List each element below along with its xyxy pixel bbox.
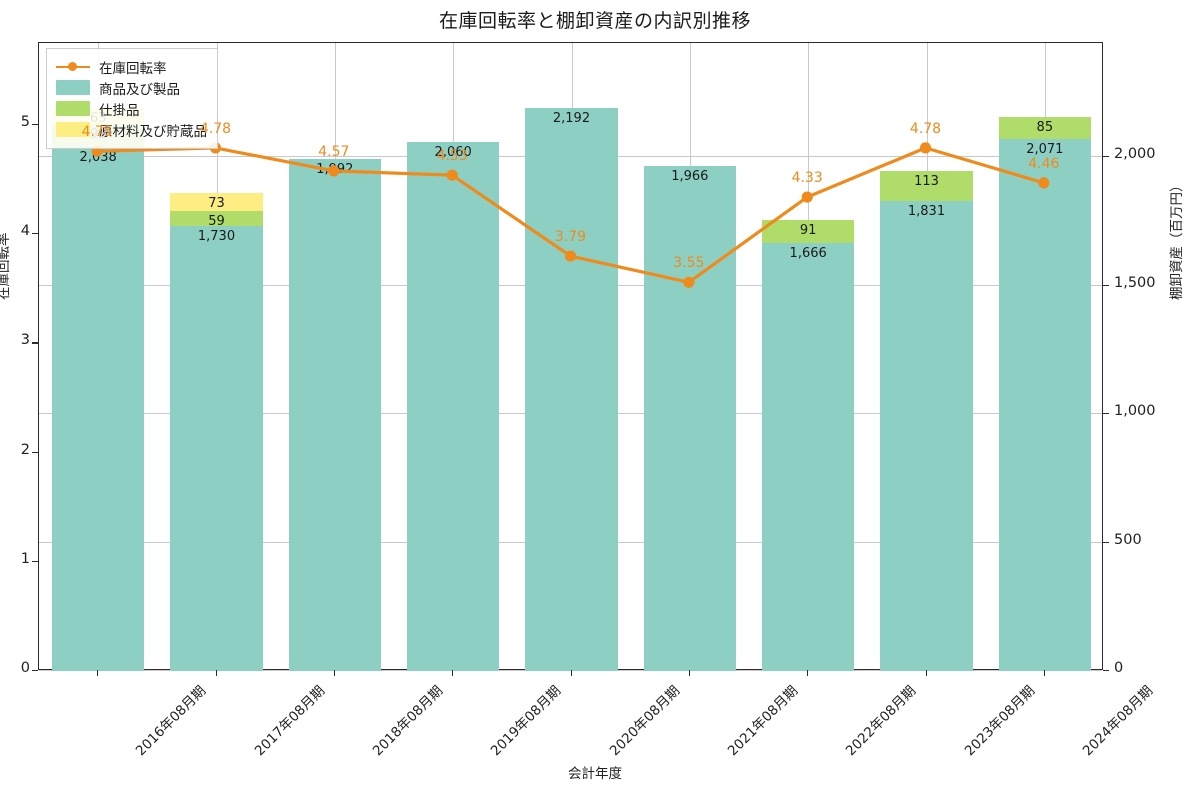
x-axis-tick-mark xyxy=(807,670,809,676)
x-axis-tick-mark xyxy=(570,670,572,676)
line-value-label: 4.75 xyxy=(81,124,113,141)
y-axis-right-tick-label: 500 xyxy=(1114,531,1142,548)
bar-segment xyxy=(643,165,736,671)
legend-item-label: 在庫回転率 xyxy=(99,60,167,77)
y-axis-right-tick-mark xyxy=(1103,413,1109,415)
x-axis-label: 会計年度 xyxy=(568,766,622,782)
line-value-label: 3.55 xyxy=(673,255,705,272)
x-axis-tick-mark xyxy=(688,670,691,676)
bar-value-label: 113 xyxy=(914,174,939,190)
x-axis-tick-mark xyxy=(97,670,99,676)
line-value-label: 4.78 xyxy=(199,120,232,137)
x-axis-category-label: 2019年08月期 xyxy=(487,682,565,760)
y-axis-right-tick-mark xyxy=(1103,156,1109,158)
x-axis-tick-mark xyxy=(215,670,217,676)
y-axis-left-tick-mark xyxy=(32,342,38,344)
x-axis-category-label: 2018年08月期 xyxy=(369,682,447,760)
y-axis-left-label: 在庫回転率 xyxy=(0,232,12,301)
bar-value-label: 73 xyxy=(208,195,225,211)
x-axis-category-label: 2024年08月期 xyxy=(1079,682,1157,760)
bar-value-label: 91 xyxy=(799,222,817,238)
bar-value-label: 59 xyxy=(208,214,225,230)
y-axis-left-tick-label: 0 xyxy=(20,660,30,676)
legend-dot-icon xyxy=(68,62,77,71)
y-axis-left-tick-mark xyxy=(32,233,38,235)
bar-value-label: 1,730 xyxy=(197,229,236,245)
y-axis-right-tick-label: 1,000 xyxy=(1114,403,1156,420)
y-axis-right-tick-mark xyxy=(1103,541,1109,543)
bar-segment xyxy=(762,242,855,671)
y-axis-left-tick-mark xyxy=(32,560,38,563)
y-axis-left-tick-mark xyxy=(32,670,38,672)
y-axis-left-tick-label: 4 xyxy=(20,223,30,240)
bar-segment xyxy=(880,200,973,671)
bar-segment xyxy=(525,107,618,671)
line-value-label: 4.46 xyxy=(1028,155,1060,172)
legend-color-swatch-icon xyxy=(56,80,90,95)
x-axis-category-label: 2020年08月期 xyxy=(606,682,683,760)
legend-item-label: 原材料及び貯蔵品 xyxy=(99,123,207,140)
legend-item-label: 商品及び製品 xyxy=(99,81,180,98)
bar-value-label: 1,831 xyxy=(907,203,946,219)
legend-item[interactable]: 商品及び製品 xyxy=(56,77,207,98)
legend-line-marker-icon xyxy=(56,59,90,74)
y-axis-left-tick-mark xyxy=(32,451,38,453)
y-axis-left-tick-label: 5 xyxy=(20,113,30,130)
legend-item-label: 仕掛品 xyxy=(99,102,140,119)
x-axis-tick-mark xyxy=(925,670,927,676)
y-axis-left-tick-label: 3 xyxy=(20,332,30,349)
bar-value-label: 1,966 xyxy=(671,168,709,184)
legend-item[interactable]: 在庫回転率 xyxy=(56,56,207,77)
bar-value-label: 2,071 xyxy=(1026,141,1064,157)
y-axis-right-tick-label: 1,500 xyxy=(1114,274,1156,291)
y-axis-left-tick-label: 1 xyxy=(20,550,30,567)
y-axis-left-tick-mark xyxy=(32,123,38,126)
bar-segment xyxy=(288,159,381,671)
x-axis-category-label: 2022年08月期 xyxy=(842,682,920,760)
y-axis-right-tick-mark xyxy=(1103,670,1109,672)
bar-value-label: 1,992 xyxy=(316,162,354,178)
line-value-label: 4.57 xyxy=(318,143,350,160)
bar-segment xyxy=(998,117,1091,139)
chart-legend: 在庫回転率商品及び製品 仕掛品原材料及び貯蔵品 xyxy=(46,48,218,149)
x-axis-tick-mark xyxy=(1043,670,1046,676)
x-axis-category-label: 2023年08月期 xyxy=(961,682,1038,760)
y-axis-left-tick-label: 2 xyxy=(20,441,30,458)
bar-segment xyxy=(407,141,500,671)
page-title: 在庫回転率と棚卸資産の内訳別推移 xyxy=(438,10,751,32)
y-axis-right-tick-label: 0 xyxy=(1114,660,1124,676)
x-axis-category-label: 2016年08月期 xyxy=(132,682,210,760)
bar-segment xyxy=(170,226,263,671)
y-axis-right-tick-label: 2,000 xyxy=(1114,146,1156,163)
bar-value-label: 2,192 xyxy=(552,110,591,126)
x-axis-tick-mark xyxy=(333,670,336,676)
y-axis-right-tick-mark xyxy=(1103,284,1109,286)
x-axis-category-label: 2017年08月期 xyxy=(251,682,328,760)
x-axis-category-label: 2021年08月期 xyxy=(724,682,802,760)
line-value-label: 4.78 xyxy=(909,120,942,137)
bar-segment xyxy=(998,138,1091,671)
legend-color-swatch-icon xyxy=(56,122,90,137)
line-value-label: 4.33 xyxy=(791,170,823,187)
bar-segment xyxy=(52,147,145,671)
line-value-label: 3.79 xyxy=(554,229,587,246)
legend-color-swatch-icon xyxy=(56,101,90,116)
legend-item[interactable]: 仕掛品 xyxy=(56,98,207,119)
bar-value-label: 2,038 xyxy=(79,150,117,166)
line-value-label: 4.53 xyxy=(436,148,468,165)
legend-item[interactable]: 原材料及び貯蔵品 xyxy=(56,119,207,140)
x-axis-tick-mark xyxy=(452,670,454,676)
bar-value-label: 1,666 xyxy=(789,245,827,261)
bar-value-label: 85 xyxy=(1036,120,1054,135)
